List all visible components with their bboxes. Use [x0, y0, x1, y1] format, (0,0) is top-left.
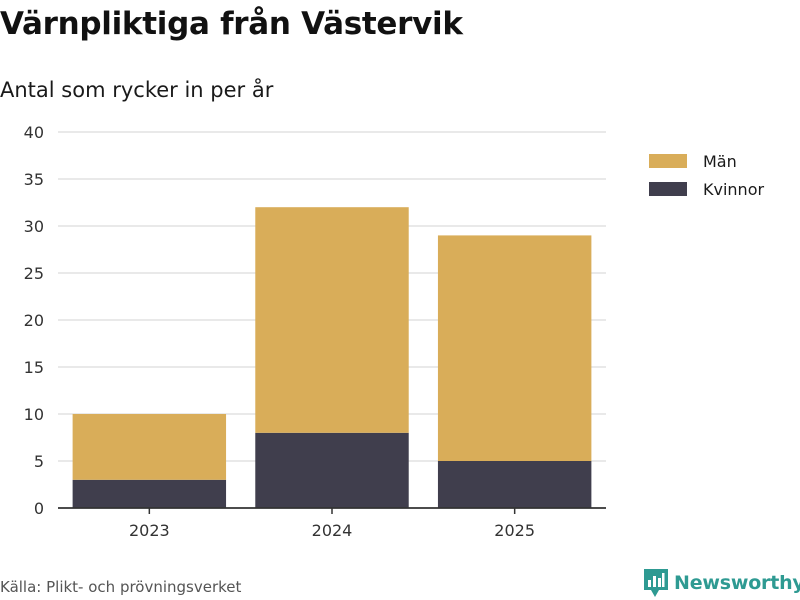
legend: Män Kvinnor [649, 147, 764, 203]
bar-kvinnor-2024[interactable] [255, 432, 409, 508]
bars [72, 207, 592, 508]
bar-män-2024[interactable] [255, 207, 409, 433]
y-tick-label: 30 [24, 217, 44, 236]
y-tick-label: 25 [24, 264, 44, 283]
legend-label-man: Män [703, 151, 737, 171]
y-tick-label: 15 [24, 358, 44, 377]
legend-swatch-kvinnor [649, 182, 687, 196]
legend-label-kvinnor: Kvinnor [703, 179, 765, 199]
y-tick-label: 5 [34, 452, 44, 471]
legend-item-man[interactable]: Män [649, 147, 764, 175]
y-tick-label: 40 [24, 123, 44, 142]
x-tick-label: 2024 [312, 521, 353, 540]
x-tick-label: 2025 [494, 521, 535, 540]
chart-title: Värnpliktiga från Västervik [0, 6, 463, 42]
y-tick-label: 35 [24, 170, 44, 189]
legend-item-kvinnor[interactable]: Kvinnor [649, 175, 764, 203]
source-note: Källa: Plikt- och prövningsverket [0, 578, 242, 596]
legend-swatch-man [649, 154, 687, 168]
brand-name: Newsworthy [674, 572, 800, 594]
bar-män-2023[interactable] [72, 414, 227, 480]
chart-subtitle: Antal som rycker in per år [0, 78, 274, 102]
newsworthy-logo-icon [644, 569, 668, 597]
y-tick-label: 20 [24, 311, 44, 330]
y-tick-label: 0 [34, 499, 44, 518]
bar-män-2025[interactable] [437, 235, 592, 461]
y-tick-label: 10 [24, 405, 44, 424]
x-tick-label: 2023 [129, 521, 170, 540]
bar-kvinnor-2025[interactable] [437, 461, 592, 508]
bar-kvinnor-2023[interactable] [72, 479, 227, 508]
brand-logo[interactable]: Newsworthy [643, 568, 800, 598]
